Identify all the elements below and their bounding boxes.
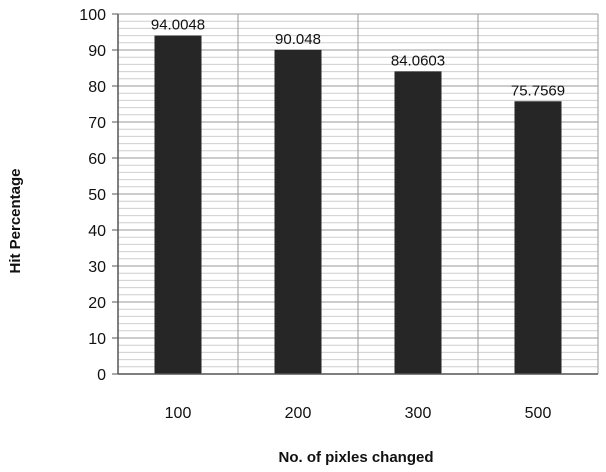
x-tick-label: 500	[525, 405, 552, 422]
x-tick-label: 100	[165, 405, 192, 422]
x-axis-title: No. of pixles changed	[278, 449, 433, 466]
y-tick-label: 0	[97, 367, 106, 384]
data-label: 90.048	[275, 31, 321, 48]
x-tick-label: 300	[405, 405, 432, 422]
data-label: 84.0603	[391, 52, 445, 69]
y-tick-label: 100	[79, 7, 106, 24]
y-tick-label: 40	[88, 223, 106, 240]
labels: 0 10 20 30 40 50 60 70 80 90 100 100 94.0048 200 90.04…	[79, 7, 565, 422]
y-tick-label: 70	[88, 115, 106, 132]
y-tick-label: 10	[88, 331, 106, 348]
y-tick-label: 90	[88, 43, 106, 60]
bar-500	[514, 101, 562, 375]
bar-200	[274, 49, 322, 374]
y-axis-title: Hit Percentage	[7, 168, 24, 273]
y-tick-label: 50	[88, 187, 106, 204]
bar-300	[394, 71, 442, 374]
y-tick-label: 60	[88, 151, 106, 168]
data-label: 94.0048	[151, 17, 205, 34]
bars	[154, 35, 562, 375]
data-label: 75.7569	[511, 82, 565, 99]
axes	[117, 14, 598, 375]
y-tick-label: 30	[88, 259, 106, 276]
y-tick-label: 20	[88, 295, 106, 312]
bar-100	[154, 35, 202, 374]
y-tick-label: 80	[88, 79, 106, 96]
x-tick-label: 200	[285, 405, 312, 422]
